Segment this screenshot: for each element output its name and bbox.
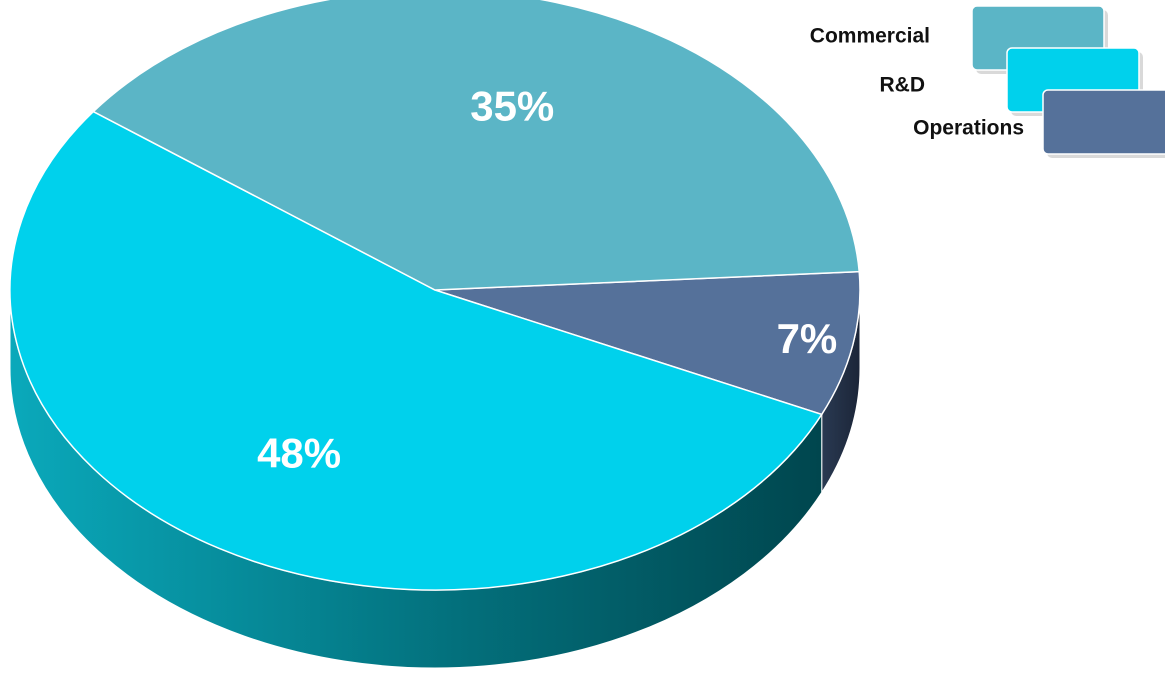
pie-value-label-operations: 7% xyxy=(777,315,838,362)
pie-value-label-r-d: 48% xyxy=(257,429,341,476)
legend-swatch-operations[interactable] xyxy=(1042,89,1165,155)
legend-label-commercial: Commercial xyxy=(810,25,930,48)
pie-slice-commercial[interactable] xyxy=(92,0,861,291)
pie-value-label-commercial: 35% xyxy=(470,82,554,129)
legend-label-r-d: R&D xyxy=(880,74,926,97)
pie-tops xyxy=(9,0,861,591)
pie-slice-operations[interactable] xyxy=(434,270,861,416)
pie-labels: 7% 48% 35% xyxy=(257,82,837,476)
legend-label-operations: Operations xyxy=(913,117,1024,140)
legend: Commercial R&D Operations xyxy=(810,5,1165,158)
pie-slice-r-d[interactable] xyxy=(9,110,823,591)
